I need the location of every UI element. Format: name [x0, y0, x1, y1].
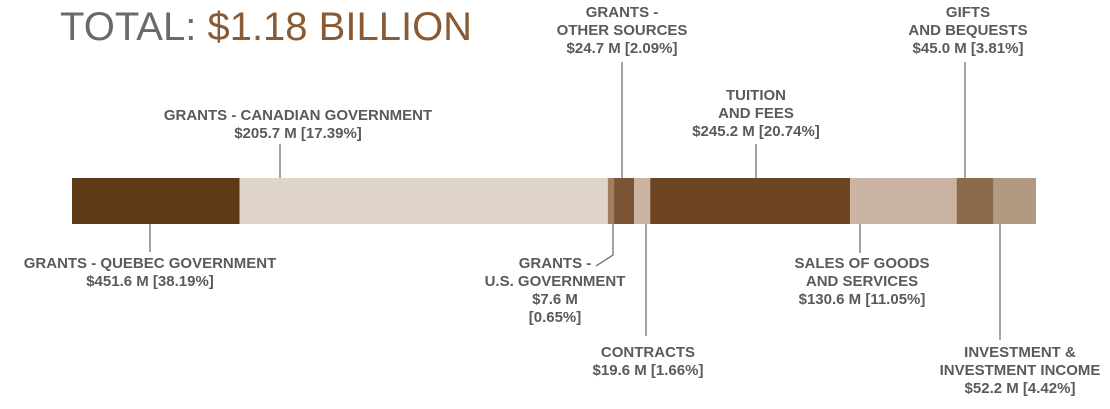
segment-label: CONTRACTS $19.6 M [1.66%] — [593, 344, 704, 379]
label-line: OTHER SOURCES — [557, 22, 688, 39]
bar-segment — [634, 178, 651, 224]
value-label: $7.6 M — [532, 291, 578, 308]
value-label: $52.2 M [4.42%] — [965, 380, 1076, 397]
value-label: $451.6 M [38.19%] — [86, 273, 214, 290]
segment-label: TUITION AND FEES $245.2 M [20.74%] — [692, 87, 820, 140]
title-prefix: TOTAL: — [60, 5, 196, 49]
value-label: $130.6 M [11.05%] — [799, 291, 926, 308]
segment-label: SALES OF GOODS AND SERVICES $130.6 M [11.0… — [794, 255, 929, 308]
label-line: GRANTS - QUEBEC GOVERNMENT — [24, 255, 277, 272]
label-line: GRANTS - — [519, 255, 592, 272]
label-line: SALES OF GOODS — [794, 255, 929, 272]
bar-segment — [72, 178, 240, 224]
label-line: GRANTS - — [586, 4, 659, 21]
label-line: AND SERVICES — [806, 273, 918, 290]
bar-segment — [650, 178, 851, 224]
label-line: INVESTMENT & — [964, 344, 1076, 361]
bar-segment — [614, 178, 635, 224]
value-label: $205.7 M [17.39%] — [234, 125, 362, 142]
label-line: GRANTS - CANADIAN GOVERNMENT — [164, 107, 432, 124]
bar-segment — [850, 178, 957, 224]
value-label: [0.65%] — [529, 309, 582, 326]
leader-line — [595, 224, 614, 267]
label-line: AND FEES — [718, 105, 794, 122]
bar-segment — [956, 178, 994, 224]
bar-segment — [993, 178, 1036, 224]
segment-label: GRANTS -U.S. GOVERNMENT $7.6 M [0.65%] — [485, 255, 626, 326]
segment-label: GIFTS AND BEQUESTS $45.0 M [3.81%] — [908, 4, 1027, 57]
segment-label: GRANTS -OTHER SOURCES $24.7 M [2.09%] — [557, 4, 688, 57]
bar-segment — [607, 178, 615, 224]
title-total: $1.18 BILLION — [207, 5, 472, 49]
segment-label: INVESTMENT & INVESTMENT INCOME $52.2 M [4.… — [940, 344, 1101, 397]
label-line: CONTRACTS — [601, 344, 695, 361]
segment-label: GRANTS - CANADIAN GOVERNMENT $205.7 M [17… — [164, 107, 432, 142]
label-line: GIFTS — [946, 4, 990, 21]
value-label: $24.7 M [2.09%] — [567, 40, 678, 57]
value-label: $45.0 M [3.81%] — [913, 40, 1024, 57]
segment-label: GRANTS - QUEBEC GOVERNMENT $451.6 M [38.1… — [24, 255, 277, 290]
label-line: AND BEQUESTS — [908, 22, 1027, 39]
value-label: $19.6 M [1.66%] — [593, 362, 704, 379]
value-label: $245.2 M [20.74%] — [692, 123, 820, 140]
label-line: INVESTMENT INCOME — [940, 362, 1101, 379]
label-line: TUITION — [726, 87, 786, 104]
label-line: U.S. GOVERNMENT — [485, 273, 626, 290]
bar-segment — [239, 178, 608, 224]
chart-title: TOTAL: $1.18 BILLION — [60, 5, 472, 49]
